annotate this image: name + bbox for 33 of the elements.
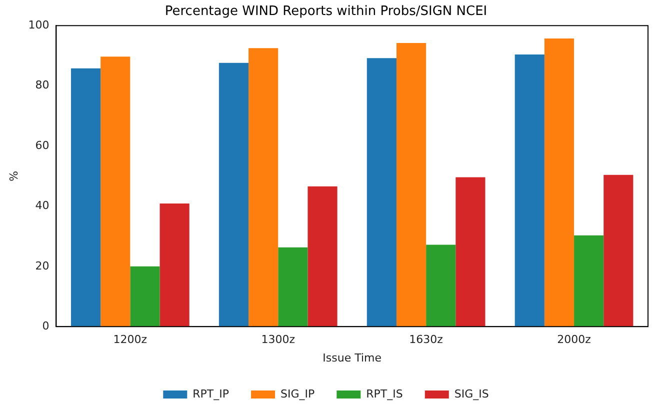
bar — [396, 43, 426, 327]
x-tick-label: 1630z — [409, 333, 444, 346]
chart-title: Percentage WIND Reports within Probs/SIGN NCEI — [164, 4, 488, 20]
bar — [160, 203, 190, 327]
y-axis-title: % — [7, 170, 20, 182]
x-tick-label: 1300z — [261, 333, 296, 346]
y-tick-label: 60 — [35, 138, 50, 152]
bar — [574, 235, 604, 327]
y-tick-label: 80 — [35, 78, 50, 92]
y-tick-label: 100 — [28, 18, 50, 32]
bar — [604, 174, 634, 327]
y-tick-label: 20 — [35, 259, 50, 272]
x-tick-label: 1200z — [113, 333, 148, 346]
bar — [514, 54, 544, 327]
legend-label: RPT_IS — [366, 387, 403, 400]
bar — [248, 48, 278, 327]
bar — [366, 58, 396, 327]
y-tick-label: 40 — [35, 199, 50, 212]
bar — [70, 68, 101, 327]
bar — [278, 247, 308, 327]
legend-label: RPT_IP — [192, 387, 230, 400]
y-tick-label: 0 — [42, 319, 50, 332]
legend-label: SIG_IS — [454, 387, 489, 400]
legend-label: SIG_IP — [280, 387, 316, 400]
bar — [456, 177, 486, 327]
bar — [544, 38, 574, 327]
bar — [100, 56, 130, 327]
x-axis-title: Issue Time — [322, 351, 382, 364]
bar — [426, 244, 456, 327]
bar — [218, 62, 249, 327]
x-tick-label: 2000z — [557, 333, 592, 346]
bar — [308, 186, 338, 327]
bar — [130, 266, 160, 327]
